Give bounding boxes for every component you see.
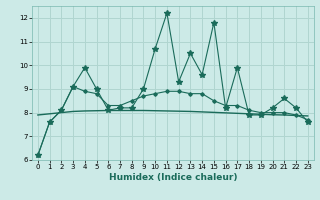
X-axis label: Humidex (Indice chaleur): Humidex (Indice chaleur): [108, 173, 237, 182]
